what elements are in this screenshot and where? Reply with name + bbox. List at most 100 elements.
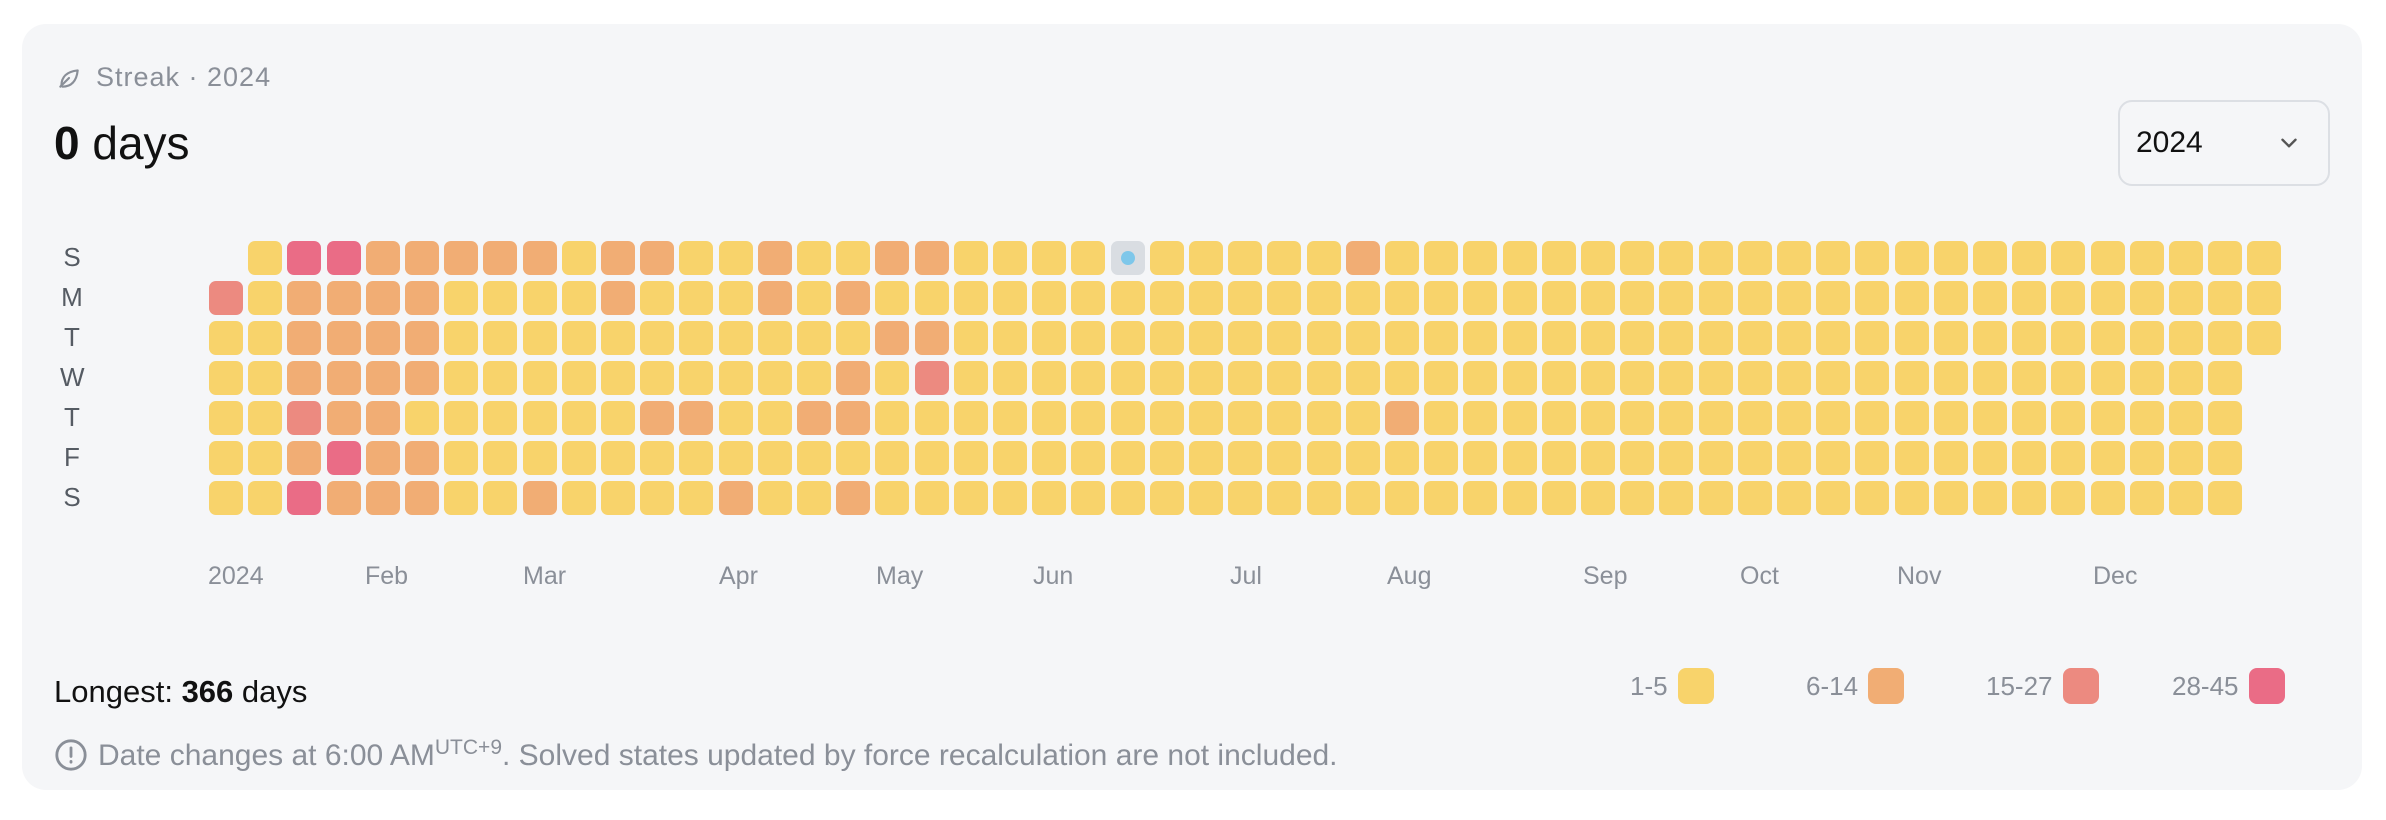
heatmap-cell[interactable]	[1150, 401, 1184, 435]
heatmap-cell[interactable]	[640, 361, 674, 395]
heatmap-cell[interactable]	[1503, 401, 1537, 435]
heatmap-cell[interactable]	[483, 241, 517, 275]
heatmap-cell[interactable]	[523, 441, 557, 475]
heatmap-cell[interactable]	[1542, 281, 1576, 315]
heatmap-cell[interactable]	[1659, 401, 1693, 435]
heatmap-cell[interactable]	[2169, 321, 2203, 355]
heatmap-cell[interactable]	[2012, 241, 2046, 275]
heatmap-cell[interactable]	[1659, 481, 1693, 515]
heatmap-cell[interactable]	[1699, 401, 1733, 435]
heatmap-cell[interactable]	[1424, 361, 1458, 395]
heatmap-cell[interactable]	[2091, 401, 2125, 435]
heatmap-cell[interactable]	[1307, 321, 1341, 355]
heatmap-cell[interactable]	[954, 441, 988, 475]
heatmap-cell[interactable]	[601, 241, 635, 275]
heatmap-cell[interactable]	[2051, 441, 2085, 475]
heatmap-cell[interactable]	[1816, 481, 1850, 515]
heatmap-cell[interactable]	[797, 281, 831, 315]
heatmap-cell[interactable]	[2169, 481, 2203, 515]
heatmap-cell[interactable]	[875, 321, 909, 355]
heatmap-cell[interactable]	[1581, 361, 1615, 395]
heatmap-cell[interactable]	[1934, 441, 1968, 475]
heatmap-cell[interactable]	[1424, 401, 1458, 435]
heatmap-cell[interactable]	[248, 321, 282, 355]
heatmap-cell[interactable]	[366, 401, 400, 435]
heatmap-cell[interactable]	[1895, 481, 1929, 515]
heatmap-cell[interactable]	[601, 481, 635, 515]
heatmap-cell[interactable]	[523, 481, 557, 515]
heatmap-cell[interactable]	[679, 441, 713, 475]
heatmap-cell[interactable]	[719, 361, 753, 395]
heatmap-cell[interactable]	[1228, 401, 1262, 435]
heatmap-cell[interactable]	[2091, 481, 2125, 515]
heatmap-cell[interactable]	[758, 481, 792, 515]
heatmap-cell[interactable]	[719, 281, 753, 315]
heatmap-cell[interactable]	[1934, 361, 1968, 395]
heatmap-cell[interactable]	[1777, 321, 1811, 355]
heatmap-cell[interactable]	[1659, 361, 1693, 395]
heatmap-cell[interactable]	[327, 441, 361, 475]
heatmap-cell[interactable]	[2208, 281, 2242, 315]
heatmap-cell[interactable]	[1189, 321, 1223, 355]
heatmap-cell[interactable]	[1032, 401, 1066, 435]
heatmap-cell[interactable]	[1385, 361, 1419, 395]
heatmap-cell[interactable]	[1463, 441, 1497, 475]
heatmap-cell[interactable]	[1816, 321, 1850, 355]
heatmap-cell[interactable]	[2208, 441, 2242, 475]
heatmap-cell[interactable]	[993, 441, 1027, 475]
heatmap-cell[interactable]	[1973, 481, 2007, 515]
heatmap-cell[interactable]	[523, 241, 557, 275]
heatmap-cell[interactable]	[1463, 361, 1497, 395]
heatmap-cell[interactable]	[1542, 441, 1576, 475]
heatmap-cell[interactable]	[1346, 281, 1380, 315]
heatmap-cell[interactable]	[1855, 401, 1889, 435]
heatmap-cell[interactable]	[1424, 241, 1458, 275]
heatmap-cell[interactable]	[366, 441, 400, 475]
heatmap-cell[interactable]	[954, 481, 988, 515]
heatmap-cell[interactable]	[1659, 321, 1693, 355]
heatmap-cell[interactable]	[405, 321, 439, 355]
heatmap-cell[interactable]	[2051, 241, 2085, 275]
heatmap-cell[interactable]	[993, 321, 1027, 355]
heatmap-cell[interactable]	[2091, 441, 2125, 475]
heatmap-cell[interactable]	[1267, 481, 1301, 515]
heatmap-cell[interactable]	[248, 401, 282, 435]
heatmap-cell[interactable]	[836, 241, 870, 275]
heatmap-cell[interactable]	[248, 441, 282, 475]
heatmap-cell[interactable]	[719, 481, 753, 515]
heatmap-cell[interactable]	[1385, 321, 1419, 355]
heatmap-cell[interactable]	[1934, 481, 1968, 515]
heatmap-cell[interactable]	[1620, 401, 1654, 435]
heatmap-cell[interactable]	[1228, 281, 1262, 315]
heatmap-cell[interactable]	[1267, 321, 1301, 355]
heatmap-cell[interactable]	[2247, 241, 2281, 275]
heatmap-cell[interactable]	[1071, 441, 1105, 475]
heatmap-cell[interactable]	[1855, 481, 1889, 515]
heatmap-cell[interactable]	[2130, 441, 2164, 475]
heatmap-cell[interactable]	[915, 441, 949, 475]
heatmap-cell[interactable]	[1738, 281, 1772, 315]
heatmap-cell[interactable]	[1816, 361, 1850, 395]
heatmap-cell[interactable]	[797, 481, 831, 515]
heatmap-cell[interactable]	[1855, 241, 1889, 275]
heatmap-cell[interactable]	[1934, 241, 1968, 275]
heatmap-cell[interactable]	[523, 281, 557, 315]
heatmap-cell[interactable]	[875, 241, 909, 275]
heatmap-cell[interactable]	[758, 241, 792, 275]
heatmap-cell[interactable]	[2169, 241, 2203, 275]
heatmap-cell[interactable]	[1189, 281, 1223, 315]
heatmap-cell[interactable]	[993, 241, 1027, 275]
heatmap-cell[interactable]	[562, 481, 596, 515]
heatmap-cell[interactable]	[797, 361, 831, 395]
heatmap-cell[interactable]	[1895, 321, 1929, 355]
heatmap-cell[interactable]	[2130, 321, 2164, 355]
heatmap-cell[interactable]	[1150, 361, 1184, 395]
heatmap-cell[interactable]	[327, 401, 361, 435]
heatmap-cell[interactable]	[797, 241, 831, 275]
heatmap-cell[interactable]	[954, 281, 988, 315]
heatmap-cell[interactable]	[287, 321, 321, 355]
heatmap-cell[interactable]	[1032, 241, 1066, 275]
heatmap-cell[interactable]	[444, 361, 478, 395]
heatmap-cell[interactable]	[523, 401, 557, 435]
heatmap-cell[interactable]	[1503, 281, 1537, 315]
